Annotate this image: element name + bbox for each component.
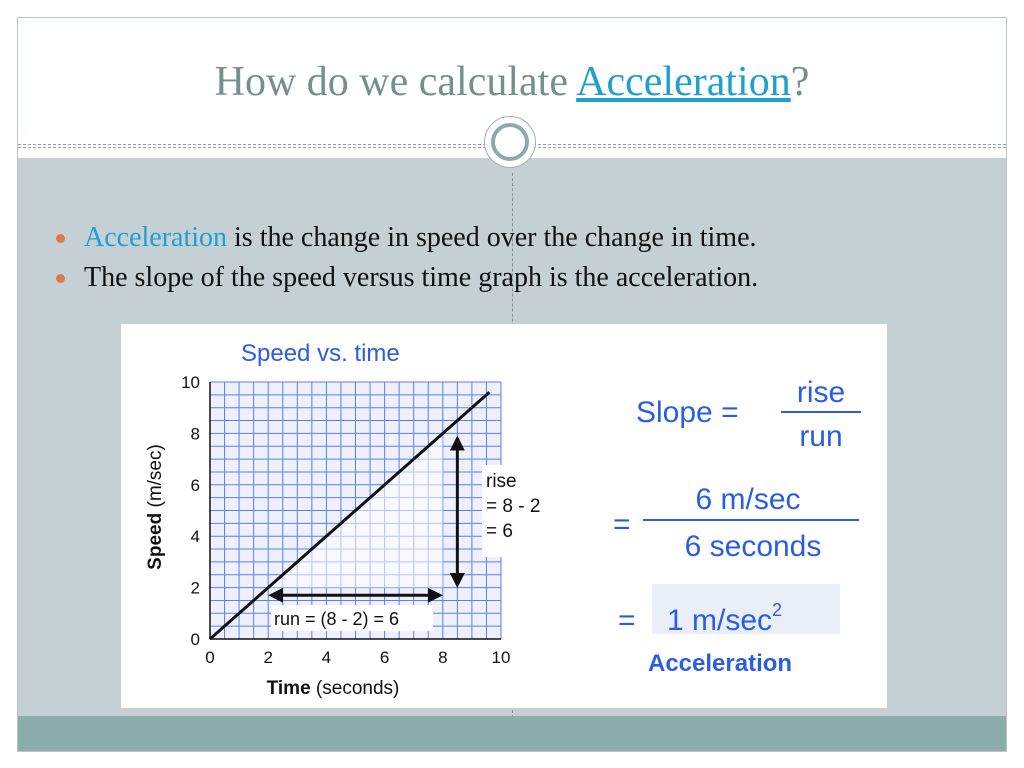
speed-series-line: [209, 391, 491, 641]
y-tick-label: 4: [191, 527, 200, 546]
x-tick-label: 8: [438, 648, 447, 667]
x-tick-label: 10: [492, 648, 511, 667]
speed-time-figure: 0 2 4 6 8 10 0 2 4 6 8 10 Speed vs. time Time (seco…: [121, 324, 887, 708]
y-axis-label-bold: Speed: [145, 513, 166, 570]
slope-formula: Slope = rise run = 6 m/sec 6 seconds = 1…: [613, 376, 861, 677]
slide-title: How do we calculate Acceleration?: [18, 58, 1006, 106]
y-tick-label: 10: [181, 373, 200, 392]
bullet-text: is the change in speed over the change i…: [227, 222, 757, 253]
title-prefix: How do we calculate: [214, 59, 577, 105]
run-label-box: [271, 605, 433, 631]
acceleration-link[interactable]: Acceleration: [576, 59, 791, 105]
bullet-keyword: Acceleration: [84, 222, 228, 253]
rise-label-3: = 6: [486, 521, 513, 542]
slide: How do we calculate Acceleration? Accele…: [17, 17, 1007, 752]
result-text: 1 m/sec: [667, 604, 772, 637]
equals-sign-2: =: [618, 604, 636, 637]
bullet-item: Acceleration is the change in speed over…: [56, 218, 758, 258]
ring-inner: [491, 123, 529, 161]
y-tick-label: 8: [191, 424, 200, 443]
speed-line: [209, 391, 491, 641]
x-axis-label-rest: (seconds): [311, 678, 400, 699]
result-value: 1 m/sec2: [667, 600, 782, 637]
slope-run: run: [799, 420, 842, 453]
x-tick-label: 4: [322, 648, 331, 667]
ring-ornament-icon: [484, 116, 536, 168]
speed-time-chart: 0 2 4 6 8 10 0 2 4 6 8 10 Speed vs. time Time (seco…: [145, 340, 861, 699]
rise-label-2: = 8 - 2: [486, 496, 540, 517]
rise-label-box: [482, 465, 574, 557]
bullet-item: The slope of the speed versus time graph…: [56, 258, 758, 298]
y-axis-label: Speed (m/sec): [145, 444, 166, 570]
y-tick-label: 2: [191, 579, 200, 598]
tick-labels: 0 2 4 6 8 10 0 2 4 6 8 10: [181, 373, 510, 667]
rise-run-triangle: [268, 433, 443, 588]
fraction-numerator: 6 m/sec: [695, 483, 800, 516]
y-axis-label-rest: (m/sec): [145, 444, 166, 513]
run-label: run = (8 - 2) = 6: [274, 609, 399, 629]
rise-label-1: rise: [486, 471, 517, 492]
title-suffix: ?: [790, 59, 810, 105]
result-exponent: 2: [772, 600, 782, 620]
bullet-list: Acceleration is the change in speed over…: [56, 218, 758, 298]
bullet-dot-icon: [56, 274, 65, 283]
chart-annotations: rise = 8 - 2 = 6 run = (8 - 2) = 6: [268, 435, 574, 631]
equals-sign-1: =: [613, 508, 631, 541]
x-tick-label: 6: [380, 648, 389, 667]
result-label: Acceleration: [648, 650, 792, 677]
x-tick-label: 2: [263, 648, 272, 667]
x-axis-label-bold: Time: [267, 678, 311, 699]
slope-label: Slope =: [636, 396, 739, 429]
chart-triangle-fill: [268, 433, 443, 588]
fraction-denominator: 6 seconds: [685, 530, 822, 563]
result-box: [652, 584, 840, 634]
footer-bar: [18, 716, 1006, 751]
x-axis-label: Time (seconds): [267, 678, 400, 699]
y-tick-label: 0: [191, 630, 200, 649]
slope-rise: rise: [797, 376, 845, 409]
chart-title: Speed vs. time: [241, 340, 400, 367]
bullet-text: The slope of the speed versus time graph…: [84, 262, 759, 293]
bullet-dot-icon: [56, 234, 65, 243]
y-tick-label: 6: [191, 476, 200, 495]
x-tick-label: 0: [205, 648, 214, 667]
